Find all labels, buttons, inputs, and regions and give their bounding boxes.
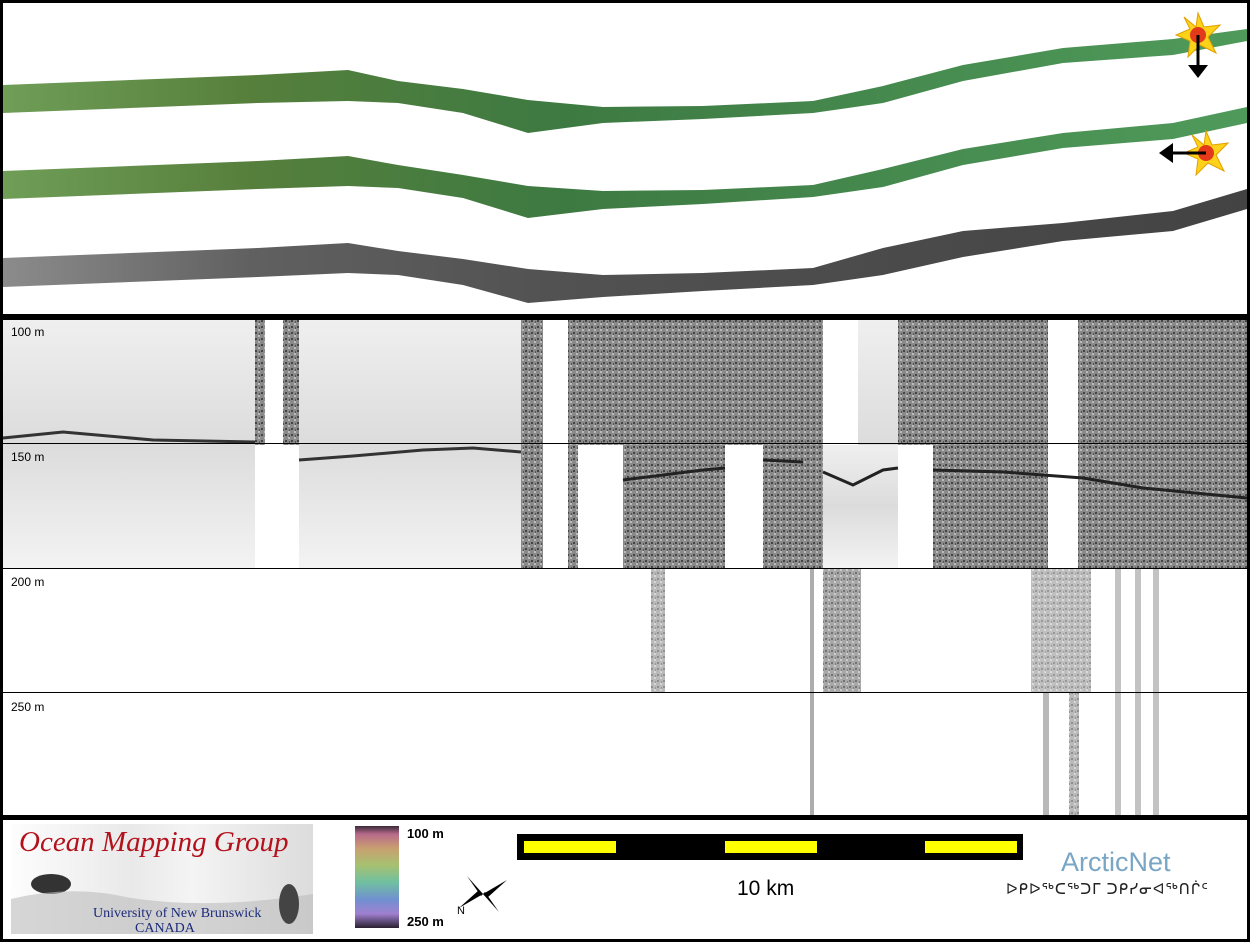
seabed-trace <box>298 446 522 462</box>
echogram-panel: 100 m 150 m 200 m 250 m <box>3 320 1247 815</box>
swath-map <box>3 11 1247 303</box>
scale-bar <box>517 834 1023 860</box>
arrow-down-icon <box>1188 35 1208 78</box>
depth-label-100: 100 m <box>11 325 45 339</box>
echogram-segment <box>255 320 265 445</box>
echogram <box>3 320 1247 815</box>
echogram-segment <box>1078 320 1247 568</box>
compass-letter: N <box>457 905 465 916</box>
echogram-segment <box>823 445 903 568</box>
swath-strip-3 <box>3 189 1247 303</box>
colorbar-top-label: 100 m <box>407 826 444 841</box>
swath-map-panel <box>3 3 1247 314</box>
arcticnet-logo: ArcticNet <box>1061 847 1171 877</box>
seabed-trace <box>3 430 256 444</box>
echogram-segment <box>3 320 255 568</box>
echogram-segment <box>283 320 299 445</box>
scale-bar-segment <box>925 841 1017 853</box>
echogram-segment <box>299 320 521 568</box>
omg-country: CANADA <box>135 921 195 934</box>
swath-strip-2 <box>3 107 1247 218</box>
omg-logo: Ocean Mapping Group University of New Br… <box>11 824 313 934</box>
echogram-segment <box>521 320 543 568</box>
scale-bar-segment <box>725 841 817 853</box>
seabed-trace <box>622 458 1247 500</box>
colorbar-bottom-label: 250 m <box>407 914 444 929</box>
omg-university: University of New Brunswick <box>93 906 262 921</box>
omg-title: Ocean Mapping Group <box>19 826 289 858</box>
arrow-left-icon <box>1159 143 1206 163</box>
depth-label-150: 150 m <box>11 450 45 464</box>
depth-label-200: 200 m <box>11 575 45 589</box>
scale-label: 10 km <box>737 877 795 900</box>
depth-label-250: 250 m <box>11 700 45 714</box>
footer-panel: Ocean Mapping Group University of New Br… <box>3 820 1247 939</box>
depth-colorbar <box>355 826 399 928</box>
north-arrow-icon: N <box>457 876 507 916</box>
omg-logo-graphic <box>11 874 313 934</box>
swath-strip-1 <box>3 29 1247 133</box>
scale-bar-segment <box>524 841 616 853</box>
arcticnet-inuktitut: ᐅᑭᐅᖅᑕᖅᑐᒥ ᑐᑭᓯᓂᐊᖅᑎᒌᑦ <box>1006 881 1209 898</box>
